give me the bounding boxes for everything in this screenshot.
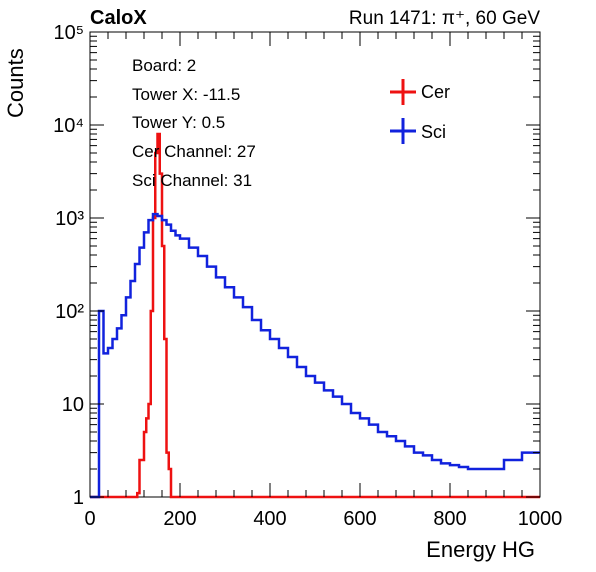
y-axis: 1 10 10² 10³ 10⁴ 10⁵ — [53, 22, 540, 509]
legend-label-cer: Cer — [421, 82, 450, 102]
y-tick-label: 10⁴ — [53, 115, 84, 137]
y-tick-label: 10² — [55, 301, 84, 323]
y-tick-label: 10⁵ — [53, 22, 84, 44]
info-box: Board: 2 Tower X: -11.5 Tower Y: 0.5 Cer… — [132, 56, 256, 190]
y-tick-label: 10 — [62, 394, 84, 416]
legend-label-sci: Sci — [421, 122, 446, 142]
info-line-tower-y: Tower Y: 0.5 — [132, 113, 225, 132]
x-tick-label: 600 — [343, 508, 376, 530]
x-tick-label: 400 — [253, 508, 286, 530]
legend-entry-cer: Cer — [390, 79, 450, 105]
run-info: Run 1471: π⁺, 60 GeV — [349, 8, 540, 29]
x-tick-label: 0 — [84, 508, 95, 530]
series-layer — [90, 132, 540, 499]
info-line-cer-channel: Cer Channel: 27 — [132, 142, 256, 161]
x-axis: 0 200 400 600 800 1000 — [84, 32, 562, 530]
x-axis-title: Energy HG — [426, 537, 535, 562]
x-tick-label: 200 — [163, 508, 196, 530]
x-tick-label: 800 — [433, 508, 466, 530]
info-line-sci-channel: Sci Channel: 31 — [132, 171, 252, 190]
x-tick-label: 1000 — [518, 508, 563, 530]
info-line-board: Board: 2 — [132, 56, 196, 75]
series-line-cer — [90, 132, 540, 499]
y-tick-label: 1 — [73, 487, 84, 509]
y-axis-title: Counts — [3, 48, 28, 118]
legend-entry-sci: Sci — [390, 118, 446, 144]
legend: Cer Sci — [390, 79, 450, 144]
series-line-sci — [90, 212, 540, 499]
y-tick-label: 10³ — [55, 208, 84, 230]
info-line-tower-x: Tower X: -11.5 — [132, 85, 240, 104]
brand-label: CaloX — [90, 7, 147, 29]
